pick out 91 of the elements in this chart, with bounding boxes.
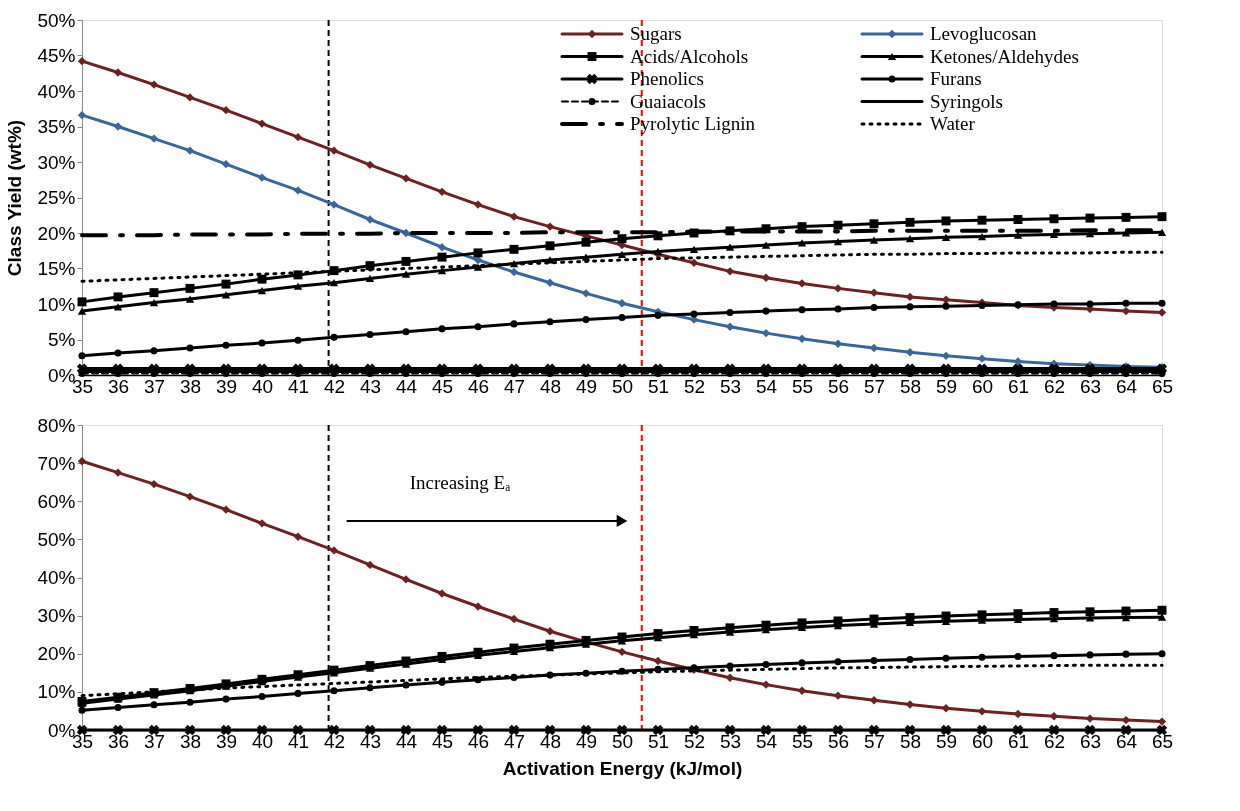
x-tick-label: 45: [431, 730, 454, 752]
x-tick-label: 45: [431, 375, 454, 397]
x-tick-label: 65: [1151, 730, 1174, 752]
x-tick-label: 38: [179, 375, 202, 397]
x-tick-label: 58: [899, 375, 922, 397]
y-tick-label: 50%: [37, 528, 76, 550]
y-tick-label: 70%: [37, 452, 76, 474]
x-tick-label: 51: [647, 730, 670, 752]
y-tick-label: 40%: [37, 567, 76, 588]
x-tick-label: 61: [1007, 375, 1030, 397]
x-tick-label: 60: [971, 375, 994, 397]
y-tick-label: 30%: [37, 605, 76, 627]
y-tick-label: 20%: [37, 643, 76, 665]
x-tick-label: 65: [1151, 375, 1174, 397]
x-tick-label: 48: [539, 730, 562, 752]
y-tick-label: 60%: [37, 490, 76, 512]
x-tick-label: 53: [719, 375, 742, 397]
x-tick-label: 62: [1043, 730, 1066, 752]
x-tick-label: 57: [863, 730, 886, 752]
x-tick-label: 64: [1115, 375, 1138, 397]
y-tick-label: 40%: [37, 80, 76, 102]
legend-label: Syringols: [930, 90, 1003, 112]
x-tick-label: 63: [1079, 375, 1102, 397]
x-tick-label: 42: [323, 375, 346, 397]
legend-label: Water: [930, 113, 976, 134]
y-tick-label: 80%: [37, 414, 76, 436]
legend-label: Ketones/Aldehydes: [930, 45, 1079, 67]
x-tick-label: 37: [143, 730, 166, 752]
x-tick-label: 59: [935, 730, 958, 752]
x-tick-label: 64: [1115, 730, 1138, 752]
x-tick-label: 40: [251, 730, 274, 752]
x-tick-label: 44: [395, 375, 418, 397]
y-axis-title: Class Yield (wt%): [4, 119, 26, 277]
x-tick-label: 58: [899, 730, 922, 752]
x-tick-label: 46: [467, 730, 490, 752]
x-tick-label: 50: [611, 730, 634, 752]
y-tick-label: 25%: [37, 187, 76, 208]
x-tick-label: 37: [143, 375, 166, 397]
x-tick-label: 50: [611, 375, 634, 397]
x-tick-label: 55: [791, 375, 814, 397]
y-tick-label: 15%: [37, 258, 76, 279]
x-tick-label: 43: [359, 375, 382, 397]
x-tick-label: 47: [503, 730, 526, 752]
y-tick-label: 5%: [48, 329, 76, 350]
legend-label: Pyrolytic Lignin: [630, 113, 756, 134]
x-tick-label: 52: [683, 375, 706, 397]
x-tick-label: 46: [467, 375, 490, 397]
x-tick-label: 48: [539, 375, 562, 397]
x-tick-label: 63: [1079, 730, 1102, 752]
y-tick-label: 50%: [37, 9, 76, 31]
x-tick-label: 60: [971, 730, 994, 752]
x-tick-label: 62: [1043, 375, 1066, 397]
x-tick-label: 51: [647, 375, 670, 397]
y-tick-label: 10%: [37, 293, 76, 315]
x-tick-label: 54: [755, 375, 778, 397]
x-tick-label: 61: [1007, 730, 1030, 752]
x-tick-label: 39: [215, 375, 238, 397]
y-tick-label: 45%: [37, 45, 76, 66]
x-tick-label: 57: [863, 375, 886, 397]
x-tick-label: 36: [107, 730, 130, 752]
x-tick-label: 36: [107, 375, 130, 397]
y-tick-label: 10%: [37, 681, 76, 703]
x-tick-label: 53: [719, 730, 742, 752]
legend-label: Levoglucosan: [930, 23, 1038, 44]
legend-label: Guaiacols: [630, 90, 706, 112]
x-tick-label: 49: [575, 730, 598, 752]
x-tick-label: 38: [179, 730, 202, 752]
x-tick-label: 39: [215, 730, 238, 752]
x-tick-label: 41: [287, 730, 310, 752]
x-tick-label: 56: [827, 375, 850, 397]
x-axis-title: Activation Energy (kJ/mol): [502, 757, 743, 779]
legend-label: Furans: [930, 68, 982, 89]
x-tick-label: 59: [935, 375, 958, 397]
x-tick-label: 44: [395, 730, 418, 752]
y-tick-label: 35%: [37, 116, 76, 137]
legend-label: Sugars: [630, 23, 682, 44]
x-tick-label: 56: [827, 730, 850, 752]
x-tick-label: 42: [323, 730, 346, 752]
x-tick-label: 43: [359, 730, 382, 752]
x-tick-label: 41: [287, 375, 310, 397]
x-tick-label: 49: [575, 375, 598, 397]
x-tick-label: 54: [755, 730, 778, 752]
x-tick-label: 52: [683, 730, 706, 752]
x-tick-label: 40: [251, 375, 274, 397]
legend-label: Phenolics: [630, 68, 704, 89]
annotation: Increasing Eₐ: [409, 471, 511, 493]
y-tick-label: 20%: [37, 222, 76, 244]
legend-label: Acids/Alcohols: [630, 45, 749, 67]
x-tick-label: 47: [503, 375, 526, 397]
y-tick-label: 30%: [37, 151, 76, 173]
x-tick-label: 55: [791, 730, 814, 752]
